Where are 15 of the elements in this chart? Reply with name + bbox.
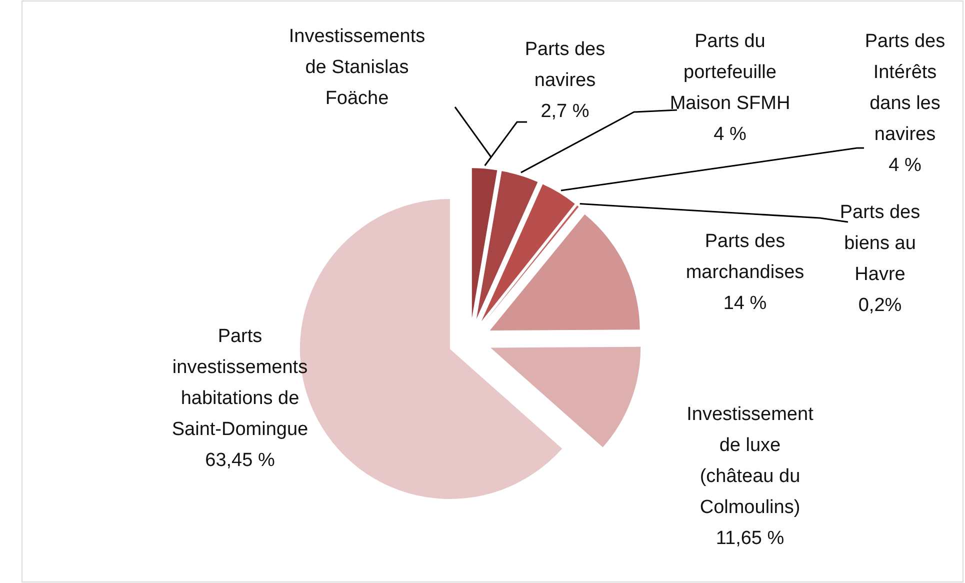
slice-label: Parts des navires [524,39,606,91]
slice-label: Parts des marchandises [686,231,804,283]
slice-label: Parts investissements habitations de Saint-Domingue [172,326,308,440]
data-label: 14 % [723,293,767,314]
slice-label: Parts des biens au Havre [840,202,920,285]
slice-label: Parts du portefeuille Maison SFMH [670,31,790,114]
data-label: 0,2% [858,295,902,316]
data-label: 4 % [888,155,922,176]
slice-label: Investissement de luxe (château du Colmoulins) [686,404,814,518]
text: Investissements de Stanislas Foäche [288,26,426,109]
data-label: 2,7 % [540,101,590,122]
slice-label: Parts des Intérêts dans les navires [864,31,946,145]
data-label: 11,65 % [716,528,784,549]
data-label: 4 % [714,124,746,145]
data-label: 63,45 % [205,450,275,471]
